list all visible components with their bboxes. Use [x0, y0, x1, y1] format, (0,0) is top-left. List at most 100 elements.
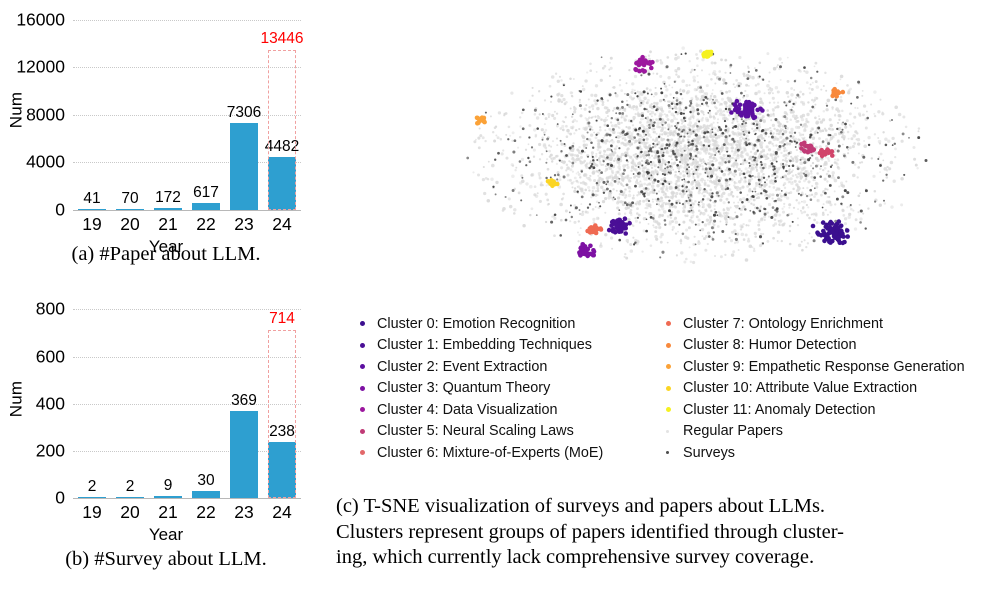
panel-b-caption: (b) #Survey about LLM.: [65, 548, 267, 570]
legend-label: Cluster 9: Empathetic Response Generatio…: [683, 358, 965, 375]
projection-box-surveys: [268, 329, 296, 498]
bar-papers-21[interactable]: [154, 207, 182, 210]
bar-chart-papers: Num 0 4000 8000 12000 16000 41 19 70 20 172 21 617 22…: [0, 0, 332, 290]
bar-papers-19[interactable]: [78, 208, 106, 210]
gridline-surveys: [73, 450, 301, 452]
legend-marker-icon: [360, 364, 365, 370]
bar-value-label-papers-20: 70: [121, 189, 139, 207]
bar-value-label-surveys-21: 9: [163, 476, 173, 494]
legend-marker-icon: [666, 429, 670, 433]
cluster-points-10[interactable]: [545, 178, 560, 189]
projection-value-label-papers: 13446: [260, 29, 304, 47]
y-tick-label-papers: 12000: [16, 56, 65, 77]
x-tick-label-papers-19: 19: [82, 214, 102, 234]
legend-marker-icon: [666, 407, 671, 413]
bar-surveys-22[interactable]: [192, 490, 220, 498]
y-tick-label-papers: 0: [55, 199, 65, 220]
legend-marker-icon: [360, 450, 365, 456]
cluster-points-5[interactable]: [799, 140, 817, 155]
caption-c-line-2: Clusters represent groups of papers iden…: [336, 520, 844, 543]
y-tick-label-surveys: 600: [35, 346, 65, 367]
legend-label: Cluster 8: Humor Detection: [683, 337, 857, 354]
legend-label: Cluster 10: Attribute Value Extraction: [683, 380, 918, 397]
legend-item-right-3[interactable]: Cluster 10: Attribute Value Extraction: [666, 378, 996, 400]
y-tick-label-papers: 8000: [26, 104, 65, 125]
legend-column-left: Cluster 0: Emotion Recognition Cluster 1:…: [360, 313, 670, 464]
gridline-surveys: [73, 309, 301, 311]
tsne-scatter-svg: [466, 46, 928, 265]
legend-label: Regular Papers: [682, 423, 783, 440]
legend-item-left-3[interactable]: Cluster 3: Quantum Theory: [360, 378, 670, 400]
gridline-papers: [73, 114, 301, 116]
surveys-points: [466, 52, 928, 259]
bar-value-label-papers-21: 172: [155, 188, 181, 206]
cluster-points-9[interactable]: [474, 115, 487, 126]
legend-label: Cluster 5: Neural Scaling Laws: [377, 423, 574, 440]
legend-item-right-0[interactable]: Cluster 7: Ontology Enrichment: [666, 313, 996, 335]
legend-marker-icon: [360, 321, 365, 327]
bar-value-label-surveys-23: 369: [231, 392, 257, 410]
legend-item-left-2[interactable]: Cluster 2: Event Extraction: [360, 356, 670, 378]
legend-item-left-4[interactable]: Cluster 4: Data Visualization: [360, 399, 670, 421]
x-tick-label-papers-24: 24: [272, 214, 292, 234]
x-tick-label-surveys-23: 23: [234, 502, 254, 522]
x-tick-label-papers-23: 23: [234, 214, 254, 234]
x-axis-label-surveys: Year: [148, 525, 184, 544]
cluster-points-8[interactable]: [830, 86, 846, 99]
x-tick-label-surveys-22: 22: [196, 502, 216, 522]
legend-marker-icon: [666, 342, 671, 348]
x-tick-label-surveys-19: 19: [82, 502, 102, 522]
legend-column-right: Cluster 7: Ontology Enrichment Cluster 8:…: [666, 313, 996, 464]
bar-surveys-24[interactable]: [268, 441, 296, 498]
x-tick-label-papers-21: 21: [158, 214, 178, 234]
cluster-points-11[interactable]: [701, 49, 714, 59]
legend-label: Cluster 0: Emotion Recognition: [377, 315, 576, 332]
legend-item-left-1[interactable]: Cluster 1: Embedding Techniques: [360, 335, 670, 357]
legend-label: Cluster 7: Ontology Enrichment: [683, 315, 883, 332]
bar-papers-22[interactable]: [192, 202, 220, 210]
panel-a-caption: (a) #Paper about LLM.: [71, 243, 261, 265]
panel-b-survey-chart: Num 0 200 400 600 800 2 19 2 20 9 21 30 22 369 23 238 24 Y…: [0, 288, 332, 591]
legend-item-left-6[interactable]: Cluster 6: Mixture-of-Experts (MoE): [360, 442, 670, 464]
projection-value-label-surveys: 714: [269, 309, 295, 327]
legend-label: Cluster 4: Data Visualization: [377, 401, 558, 418]
legend-item-right-2[interactable]: Cluster 9: Empathetic Response Generatio…: [666, 356, 996, 378]
cluster-points-0[interactable]: [810, 219, 850, 246]
bar-papers-24[interactable]: [268, 156, 296, 210]
panel-c-tsne: Cluster 0: Emotion Recognition Cluster 1:…: [332, 0, 996, 591]
legend-item-left-0[interactable]: Cluster 0: Emotion Recognition: [360, 313, 670, 335]
y-tick-label-surveys: 800: [35, 298, 65, 319]
cluster-points-3[interactable]: [577, 242, 597, 259]
legend-marker-icon: [666, 321, 671, 327]
caption-c-line-1: (c) T-SNE visualization of surveys and p…: [336, 495, 826, 517]
cluster-points-6[interactable]: [817, 147, 835, 159]
bar-surveys-19[interactable]: [78, 496, 106, 498]
legend-item-right-4[interactable]: Cluster 11: Anomaly Detection: [666, 399, 996, 421]
cluster-points-2[interactable]: [729, 98, 765, 121]
legend-label: Cluster 3: Quantum Theory: [377, 380, 551, 397]
gridline-papers: [73, 67, 301, 69]
legend-item-left-5[interactable]: Cluster 5: Neural Scaling Laws: [360, 421, 670, 443]
bar-value-label-surveys-22: 30: [197, 471, 215, 489]
legend-marker-icon: [666, 451, 670, 455]
bar-value-label-papers-19: 41: [83, 189, 101, 207]
legend-item-right-1[interactable]: Cluster 8: Humor Detection: [666, 335, 996, 357]
cluster-points-1[interactable]: [606, 216, 632, 236]
bar-surveys-21[interactable]: [154, 495, 182, 498]
bar-surveys-20[interactable]: [116, 496, 144, 498]
y-tick-label-papers: 4000: [26, 151, 65, 172]
y-tick-label-papers: 16000: [16, 9, 65, 30]
x-axis-line-surveys: [73, 498, 301, 499]
legend-label: Cluster 2: Event Extraction: [377, 358, 548, 375]
cluster-points-7[interactable]: [585, 223, 604, 236]
bar-surveys-23[interactable]: [230, 411, 258, 498]
cluster-points-4[interactable]: [633, 54, 655, 74]
legend-item-right-6[interactable]: Surveys: [666, 442, 996, 464]
bar-papers-23[interactable]: [230, 123, 258, 210]
legend-marker-icon: [666, 364, 671, 370]
legend-marker-icon: [360, 342, 365, 348]
bar-papers-20[interactable]: [116, 208, 144, 210]
legend-label: Surveys: [682, 444, 735, 461]
legend-item-right-5[interactable]: Regular Papers: [666, 421, 996, 443]
